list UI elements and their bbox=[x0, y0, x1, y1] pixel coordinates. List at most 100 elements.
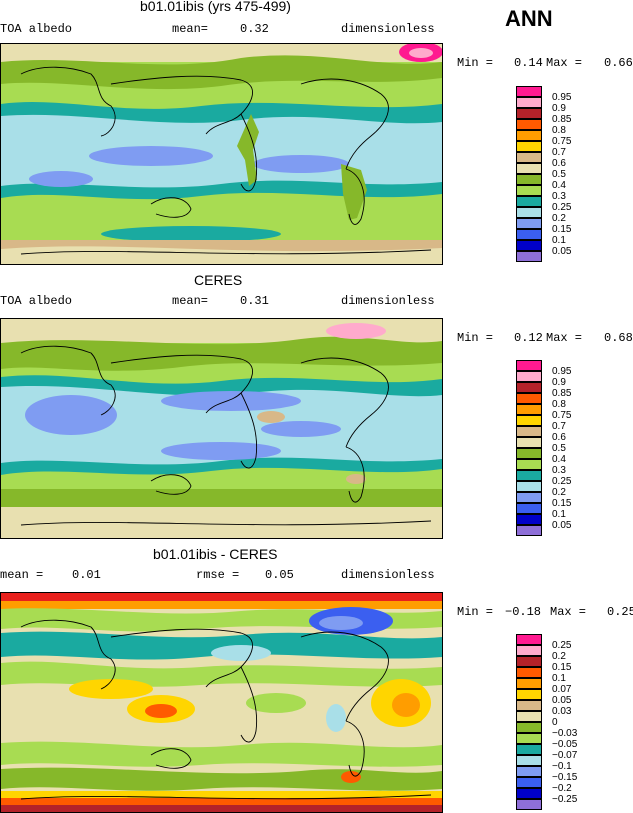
colorbar-swatch bbox=[516, 656, 542, 667]
panel-1-max-label: Max = bbox=[546, 56, 583, 70]
colorbar-swatch bbox=[516, 207, 542, 218]
panel-1-min-value: 0.14 bbox=[514, 56, 543, 70]
colorbar-level-label: 0.1 bbox=[552, 509, 566, 520]
colorbar-swatch bbox=[516, 799, 542, 810]
colorbar-level-label: 0.25 bbox=[552, 202, 572, 213]
colorbar-level-label: 0.3 bbox=[552, 465, 566, 476]
colorbar-level-label: 0.4 bbox=[552, 454, 566, 465]
colorbar-swatch bbox=[516, 711, 542, 722]
panel-3-map bbox=[0, 592, 443, 813]
colorbar-level-label: 0.9 bbox=[552, 377, 566, 388]
colorbar-level-label: 0.25 bbox=[552, 476, 572, 487]
colorbar-swatch bbox=[516, 360, 542, 371]
colorbar-level-label: −0.25 bbox=[552, 794, 578, 805]
colorbar-level-label: 0.3 bbox=[552, 191, 566, 202]
colorbar-level-label: −0.15 bbox=[552, 772, 578, 783]
colorbar-level-label: 0.9 bbox=[552, 103, 566, 114]
colorbar-swatch bbox=[516, 700, 542, 711]
panel-2-min-label: Min = bbox=[457, 331, 494, 345]
colorbar-swatch bbox=[516, 634, 542, 645]
panel-2-min-value: 0.12 bbox=[514, 331, 543, 345]
colorbar-swatch bbox=[516, 448, 542, 459]
colorbar-swatch bbox=[516, 667, 542, 678]
colorbar-level-label: 0.25 bbox=[552, 640, 572, 651]
colorbar-level-label: 0.07 bbox=[552, 684, 572, 695]
colorbar-level-label: 0.03 bbox=[552, 706, 572, 717]
panel-2-max-value: 0.68 bbox=[604, 331, 633, 345]
colorbar-level-label: 0.75 bbox=[552, 410, 572, 421]
panel-3-rmse-value: 0.05 bbox=[265, 568, 294, 582]
colorbar-level-label: 0.8 bbox=[552, 125, 566, 136]
colorbar-swatch bbox=[516, 766, 542, 777]
colorbar-level-label: 0.15 bbox=[552, 498, 572, 509]
panel-1-max-value: 0.66 bbox=[604, 56, 633, 70]
panel-1-units-label: dimensionless bbox=[341, 22, 435, 36]
panel-1-mean-value: 0.32 bbox=[240, 22, 269, 36]
colorbar-swatch bbox=[516, 733, 542, 744]
panel-3-mean-label: mean = bbox=[0, 568, 44, 582]
colorbar-level-label: 0.85 bbox=[552, 114, 572, 125]
colorbar-swatch bbox=[516, 459, 542, 470]
colorbar-level-label: 0.5 bbox=[552, 443, 566, 454]
colorbar-swatch bbox=[516, 492, 542, 503]
colorbar-swatch bbox=[516, 196, 542, 207]
colorbar-swatch bbox=[516, 777, 542, 788]
colorbar-level-label: 0.05 bbox=[552, 246, 572, 257]
colorbar-level-label: 0.8 bbox=[552, 399, 566, 410]
panel-2-map bbox=[0, 318, 443, 539]
colorbar-swatch bbox=[516, 174, 542, 185]
panel-1-min-label: Min = bbox=[457, 56, 494, 70]
colorbar-swatch bbox=[516, 415, 542, 426]
colorbar-level-label: 0.15 bbox=[552, 224, 572, 235]
colorbar-level-label: 0.1 bbox=[552, 235, 566, 246]
panel-3-min-value: −0.18 bbox=[505, 605, 542, 619]
colorbar-level-label: 0.95 bbox=[552, 366, 572, 377]
panel-1-map-svg bbox=[1, 44, 442, 264]
colorbar-swatch bbox=[516, 744, 542, 755]
colorbar-level-label: 0.6 bbox=[552, 158, 566, 169]
colorbar-level-label: −0.2 bbox=[552, 783, 572, 794]
colorbar-level-label: 0.7 bbox=[552, 421, 566, 432]
colorbar-swatch bbox=[516, 525, 542, 536]
panel-3-title: b01.01ibis - CERES bbox=[153, 546, 278, 562]
colorbar-level-label: 0.1 bbox=[552, 673, 566, 684]
panel-1-variable-label: TOA albedo bbox=[0, 22, 73, 36]
colorbar-swatch bbox=[516, 163, 542, 174]
colorbar-swatch bbox=[516, 722, 542, 733]
panel-2-mean-label: mean= bbox=[172, 294, 209, 308]
panel-3-units-label: dimensionless bbox=[341, 568, 435, 582]
colorbar-level-label: 0.5 bbox=[552, 169, 566, 180]
colorbar-swatch bbox=[516, 229, 542, 240]
colorbar-level-label: 0.2 bbox=[552, 487, 566, 498]
panel-3-mean-value: 0.01 bbox=[72, 568, 101, 582]
colorbar-level-label: 0.05 bbox=[552, 695, 572, 706]
colorbar-swatch bbox=[516, 755, 542, 766]
colorbar-level-label: 0.7 bbox=[552, 147, 566, 158]
colorbar-swatch bbox=[516, 86, 542, 97]
colorbar-swatch bbox=[516, 470, 542, 481]
colorbar-level-label: 0 bbox=[552, 717, 558, 728]
colorbar-swatch bbox=[516, 382, 542, 393]
colorbar-level-label: 0.85 bbox=[552, 388, 572, 399]
colorbar-swatch bbox=[516, 437, 542, 448]
colorbar-level-label: −0.07 bbox=[552, 750, 578, 761]
panel-2-colorbar: 0.95 0.9 0.85 0.8 0.75 0.7 0.6 0.5 0.4 0.3 0.25 0.2… bbox=[516, 360, 586, 536]
colorbar-swatch bbox=[516, 481, 542, 492]
colorbar-swatch bbox=[516, 426, 542, 437]
colorbar-swatch bbox=[516, 108, 542, 119]
panel-3-map-svg bbox=[1, 593, 442, 812]
colorbar-swatch bbox=[516, 678, 542, 689]
colorbar-swatch bbox=[516, 218, 542, 229]
colorbar-level-label: 0.75 bbox=[552, 136, 572, 147]
panel-1-mean-label: mean= bbox=[172, 22, 209, 36]
colorbar-swatch bbox=[516, 119, 542, 130]
panel-3-max-value: 0.25 bbox=[607, 605, 633, 619]
panel-2-variable-label: TOA albedo bbox=[0, 294, 73, 308]
panel-1-colorbar: 0.95 0.9 0.85 0.8 0.75 0.7 0.6 0.5 0.4 0.3 0.25 0.2… bbox=[516, 86, 586, 262]
panel-3-min-label: Min = bbox=[457, 605, 494, 619]
colorbar-swatch bbox=[516, 404, 542, 415]
colorbar-level-label: 0.2 bbox=[552, 651, 566, 662]
colorbar-swatch bbox=[516, 514, 542, 525]
colorbar-swatch bbox=[516, 141, 542, 152]
panel-1-title: b01.01ibis (yrs 475-499) bbox=[140, 0, 291, 14]
